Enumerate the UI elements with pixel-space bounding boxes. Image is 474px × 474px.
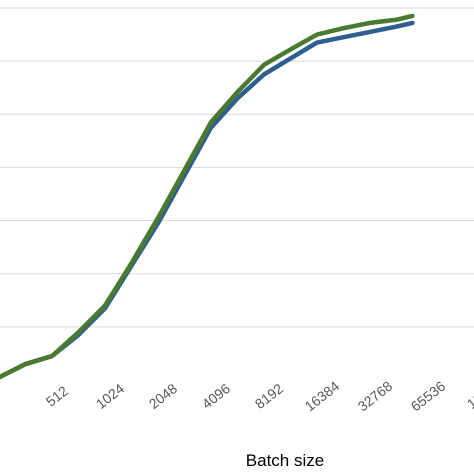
x-tick-label: 512 bbox=[43, 382, 71, 409]
series-lines bbox=[0, 13, 415, 380]
x-tick-label: 1024 bbox=[93, 380, 128, 412]
x-tick-label: 8192 bbox=[252, 380, 287, 412]
x-tick-labels: 512 1024 2048 4096 8192 16384 32768 65536 1310 bbox=[43, 378, 474, 415]
x-tick-label: 32768 bbox=[355, 378, 396, 415]
x-tick-label: 65536 bbox=[408, 378, 449, 415]
x-axis-title: Batch size bbox=[246, 451, 324, 470]
x-tick-label: 16384 bbox=[302, 378, 343, 415]
x-tick-label: 2048 bbox=[146, 380, 181, 412]
x-tick-label: 4096 bbox=[199, 380, 234, 412]
series-line-1 bbox=[0, 20, 415, 380]
x-tick-label: 1310 bbox=[464, 380, 474, 412]
y-gridlines bbox=[0, 7, 474, 328]
series-line-2 bbox=[0, 13, 415, 380]
